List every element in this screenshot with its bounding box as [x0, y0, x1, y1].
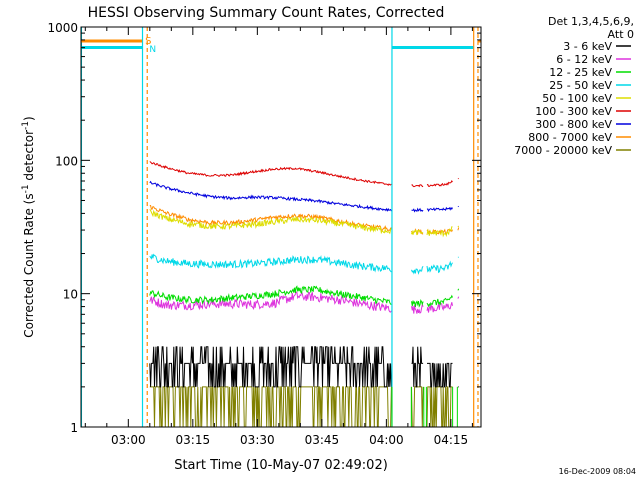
series-line — [149, 290, 460, 314]
series-group — [81, 27, 481, 427]
legend-label: 100 - 300 keV — [535, 105, 612, 118]
x-tick-label: 03:15 — [176, 433, 211, 447]
y-label-mid: detector — [22, 130, 36, 185]
footer-timestamp: 16-Dec-2009 08:04 — [559, 467, 636, 476]
y-label-main: Corrected Count Rate (s — [22, 193, 36, 337]
legend-label: 3 - 6 keV — [563, 40, 612, 53]
y-tick-label: 10 — [63, 288, 78, 302]
series-line — [149, 180, 459, 213]
legend-label: 800 - 7000 keV — [528, 131, 612, 144]
legend-label: 12 - 25 keV — [549, 66, 612, 79]
series-line — [149, 346, 459, 388]
legend-label: 6 - 12 keV — [556, 53, 612, 66]
legend-label: 7000 - 20000 keV — [514, 144, 612, 157]
legend-header-detectors: Det 1,3,4,5,6,9, — [548, 15, 634, 28]
x-tick-label: 03:45 — [305, 433, 340, 447]
y-label-end: ) — [22, 116, 36, 121]
legend-header-attenuator: Att 0 — [608, 28, 634, 41]
axes-ticks: 03:00 03:15 03:30 03:45 04:00 04:15 1 10 100 1000 — [47, 21, 481, 447]
x-axis-label: Start Time (10-May-07 02:49:02) — [174, 458, 388, 473]
y-label-sup-1: -1 — [21, 184, 31, 193]
series-line — [149, 209, 460, 238]
series-line — [149, 285, 460, 308]
series-line — [149, 386, 459, 427]
x-tick-label: 04:15 — [434, 433, 469, 447]
y-label-sup-2: -1 — [21, 121, 31, 130]
legend-label: 25 - 50 keV — [549, 79, 612, 92]
series-line — [149, 253, 459, 275]
legend-label: 300 - 800 keV — [535, 118, 612, 131]
flag-label-s: S — [145, 36, 151, 47]
y-tick-label: 1000 — [47, 21, 78, 35]
plot-frame — [80, 26, 482, 428]
chart-title: HESSI Observing Summary Count Rates, Cor… — [88, 5, 445, 21]
x-tick-label: 04:00 — [369, 433, 404, 447]
x-tick-label: 03:00 — [111, 433, 146, 447]
series-line — [149, 161, 459, 188]
y-tick-label: 1 — [70, 421, 78, 435]
y-axis-label: Corrected Count Rate (s-1 detector-1) — [21, 116, 36, 337]
plot-area: SN — [81, 27, 481, 427]
legend-label: 50 - 100 keV — [542, 92, 612, 105]
x-tick-label: 03:30 — [240, 433, 275, 447]
flag-label-n: N — [149, 45, 156, 55]
y-tick-label: 100 — [55, 154, 78, 168]
